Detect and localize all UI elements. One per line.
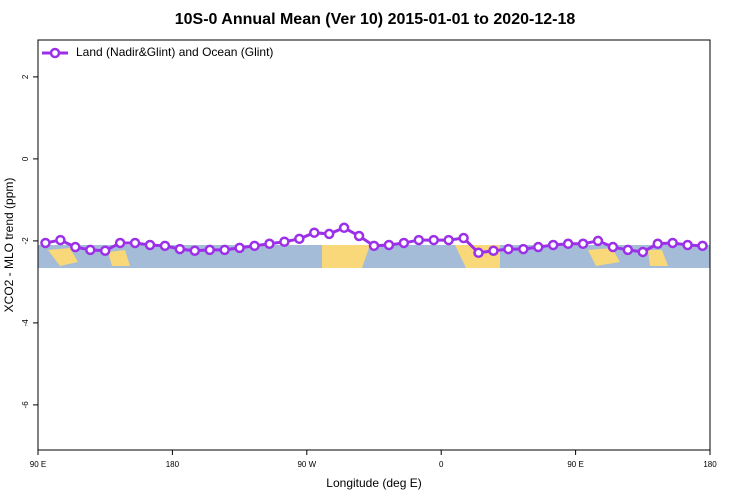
data-point — [144, 239, 156, 251]
data-point — [40, 237, 51, 249]
data-point — [697, 240, 708, 252]
data-point — [458, 232, 469, 244]
data-point — [264, 238, 275, 250]
y-tick-label: -4 — [21, 319, 30, 327]
data-point — [219, 244, 230, 256]
data-point — [562, 238, 574, 250]
data-point — [488, 245, 499, 256]
y-tick-label: 2 — [21, 74, 30, 79]
data-point — [189, 245, 201, 256]
data-point — [368, 240, 380, 252]
data-point — [70, 241, 81, 253]
data-point — [129, 237, 141, 249]
x-tick-label: 180 — [166, 460, 180, 469]
data-point — [85, 244, 96, 256]
data-point — [607, 241, 619, 253]
data-point — [503, 243, 514, 255]
data-point — [114, 237, 126, 249]
data-point — [353, 230, 365, 242]
data-point — [413, 234, 425, 246]
data-point — [592, 235, 604, 247]
data-point — [547, 239, 559, 251]
data-point — [309, 227, 320, 238]
data-point — [159, 240, 171, 252]
legend-marker — [49, 47, 61, 59]
data-point — [533, 241, 544, 253]
data-point — [682, 239, 693, 251]
x-tick-label: 180 — [703, 460, 717, 469]
data-point — [473, 247, 484, 259]
x-axis-label: Longitude (deg E) — [326, 476, 421, 490]
x-tick-label: 0 — [439, 460, 444, 469]
data-point — [294, 233, 305, 245]
x-tick-label: 90 W — [297, 460, 316, 469]
legend-label: Land (Nadir&Glint) and Ocean (Glint) — [76, 45, 273, 59]
x-tick-label: 90 E — [567, 460, 583, 469]
data-point — [55, 234, 66, 246]
data-point — [637, 246, 649, 258]
data-point — [622, 244, 634, 256]
data-point — [204, 244, 215, 256]
data-point — [667, 237, 678, 249]
chart-title: 10S-0 Annual Mean (Ver 10) 2015-01-01 to… — [175, 11, 576, 28]
data-point — [99, 245, 111, 256]
data-point — [383, 239, 395, 251]
data-point — [577, 238, 589, 250]
data-point — [652, 238, 663, 250]
x-tick-label: 90 E — [30, 460, 46, 469]
data-point — [174, 243, 186, 255]
y-axis-label: XCO2 - MLO trend (ppm) — [2, 178, 16, 313]
y-tick-label: -6 — [21, 401, 30, 409]
data-point — [398, 237, 410, 249]
data-point — [428, 234, 439, 246]
plot-frame — [37, 39, 711, 451]
data-point — [279, 236, 290, 247]
y-tick-label: -2 — [21, 237, 30, 245]
data-point — [338, 222, 350, 234]
data-point — [323, 228, 335, 240]
data-point — [234, 242, 245, 254]
data-point — [443, 234, 454, 246]
data-point — [249, 240, 260, 252]
y-tick-label: 0 — [21, 156, 30, 161]
data-point — [518, 243, 529, 255]
